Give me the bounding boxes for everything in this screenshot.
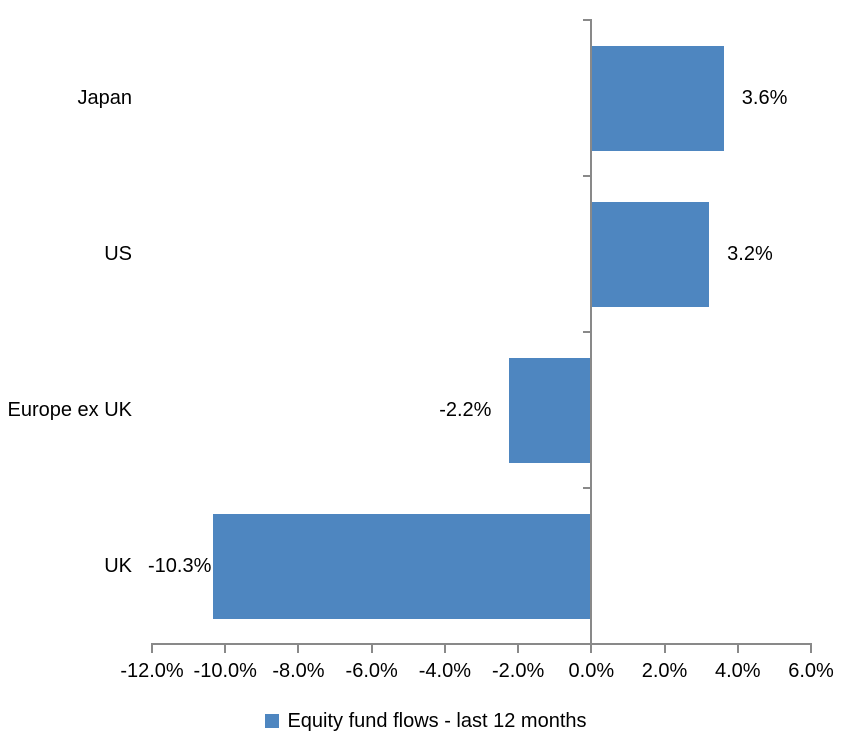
bar [509,357,590,463]
x-axis-tick [736,645,739,653]
category-label: UK [104,555,132,577]
x-tick-label: -6.0% [345,660,398,682]
x-axis-tick [151,645,153,653]
x-axis-tick [517,645,520,653]
x-axis-tick [224,645,227,653]
x-axis-tick [297,645,300,653]
x-tick-label: -4.0% [418,660,471,682]
x-axis-tick [810,645,812,653]
category-label: US [104,243,132,265]
data-label: 3.6% [741,87,788,109]
bar [592,201,710,307]
x-axis-tick [663,645,666,653]
legend: Equity fund flows - last 12 months [0,705,852,737]
y-axis-tick [583,19,590,21]
data-label: -10.3% [148,555,212,577]
y-axis-tick [583,331,590,333]
x-axis-tick [443,645,446,653]
y-axis-line [590,19,592,645]
x-tick-label: -8.0% [272,660,325,682]
y-axis-tick [583,175,590,177]
x-tick-label: 2.0% [641,660,688,682]
x-tick-label: -12.0% [120,660,184,682]
data-label: 3.2% [727,243,773,265]
bar [212,513,590,619]
x-tick-label: 4.0% [714,660,761,682]
x-tick-label: -10.0% [193,660,257,682]
x-tick-label: 0.0% [568,660,615,682]
legend-swatch [265,714,280,728]
bar [592,45,724,151]
x-axis-line [151,643,812,645]
legend-label: Equity fund flows - last 12 months [287,710,587,732]
data-label: -2.2% [439,399,492,421]
x-tick-label: 6.0% [788,660,834,682]
category-label: Europe ex UK [7,399,132,421]
category-label: Japan [77,87,133,109]
x-tick-label: -2.0% [491,660,545,682]
x-axis-tick [590,645,593,653]
y-axis-tick [583,487,590,489]
x-axis-tick [370,645,373,653]
